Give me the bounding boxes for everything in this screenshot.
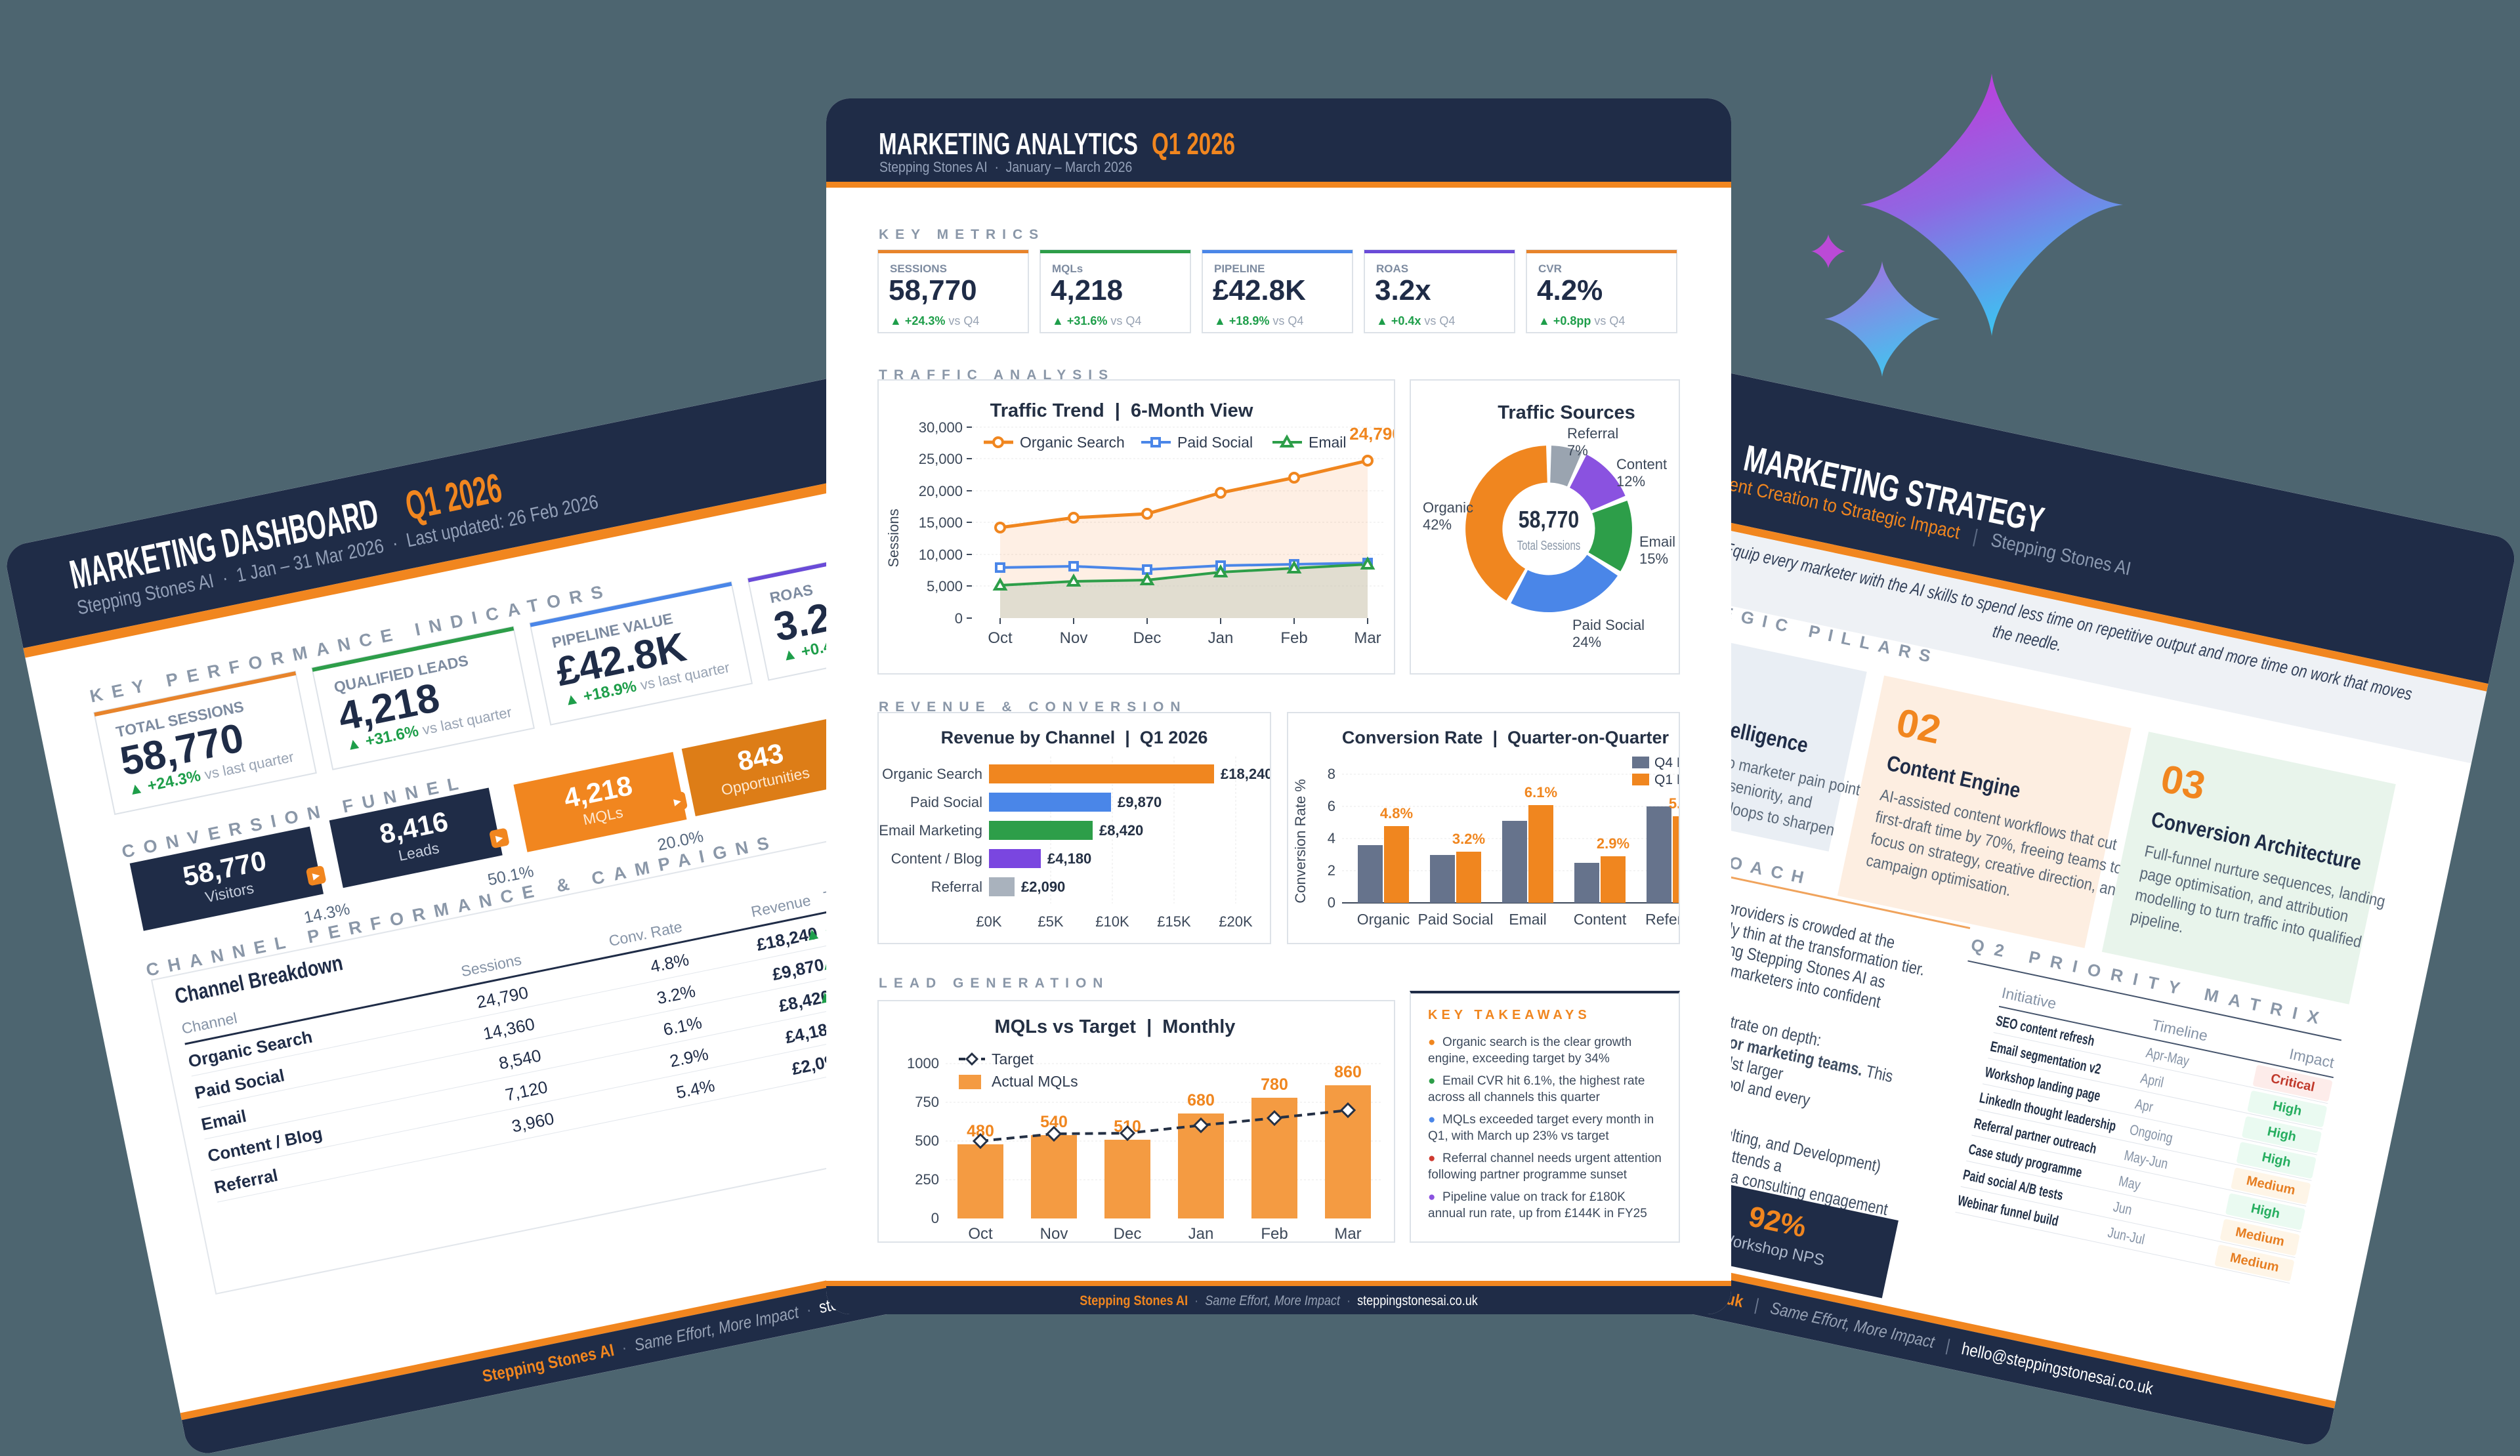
svg-text:500: 500 [915,1133,939,1149]
svg-text:Paid Social: Paid Social [1418,911,1493,928]
svg-text:Dec: Dec [1133,629,1162,647]
svg-text:Conversion Rate | Quarter-on: Conversion Rate | Quarter-on-Quarter [1342,728,1670,747]
svg-text:10,000: 10,000 [919,547,963,563]
svg-text:6: 6 [1328,798,1335,814]
svg-text:Oct: Oct [968,1225,993,1241]
svg-text:7%: 7% [1567,442,1588,459]
svg-text:20,000: 20,000 [919,483,963,499]
svg-text:£15K: £15K [1157,913,1191,930]
svg-text:Mar: Mar [1334,1225,1361,1241]
svg-text:8: 8 [1328,766,1335,782]
svg-text:£4,180: £4,180 [1047,850,1091,867]
svg-text:Conversion Rate %: Conversion Rate % [1292,779,1309,904]
svg-text:0: 0 [955,610,963,627]
svg-text:15,000: 15,000 [919,514,963,531]
svg-text:5.4%: 5.4% [1669,795,1680,812]
svg-text:Revenue by Channel | Q1 2026: Revenue by Channel | Q1 2026 [941,728,1208,747]
svg-text:Email: Email [1509,911,1547,928]
svg-text:Actual MQLs: Actual MQLs [992,1073,1078,1090]
svg-text:1000: 1000 [907,1055,939,1071]
svg-text:£9,870: £9,870 [1118,794,1162,810]
svg-text:3.2%: 3.2% [1452,831,1485,847]
svg-text:£10K: £10K [1095,913,1129,930]
svg-text:£8,420: £8,420 [1099,822,1143,839]
svg-text:Nov: Nov [1060,629,1088,647]
svg-text:Q1 FY26: Q1 FY26 [1654,772,1680,787]
svg-text:£5K: £5K [1038,913,1063,930]
svg-text:Feb: Feb [1261,1225,1288,1241]
svg-text:Sessions: Sessions [885,509,902,567]
svg-text:2: 2 [1328,862,1335,879]
svg-text:Referral: Referral [1645,911,1680,928]
svg-text:MQLs vs Target | Monthly: MQLs vs Target | Monthly [995,1016,1236,1037]
svg-text:Organic: Organic [1423,499,1473,516]
svg-text:2.9%: 2.9% [1597,835,1629,852]
svg-text:Q4 FY25: Q4 FY25 [1654,755,1680,770]
svg-text:42%: 42% [1423,516,1452,533]
svg-text:Total Sessions: Total Sessions [1517,538,1581,553]
svg-text:Jan: Jan [1188,1225,1214,1241]
svg-text:Referral: Referral [1567,425,1618,442]
svg-text:Paid Social: Paid Social [1177,434,1253,451]
svg-text:Email: Email [1309,434,1347,451]
svg-text:Paid Social: Paid Social [1572,617,1645,633]
svg-text:Mar: Mar [1354,629,1381,647]
svg-text:Organic: Organic [1357,911,1410,928]
svg-text:Content: Content [1616,456,1667,472]
svg-text:Email Marketing: Email Marketing [879,822,982,839]
svg-text:750: 750 [915,1094,939,1110]
svg-text:30,000: 30,000 [919,419,963,436]
svg-text:Organic Search: Organic Search [1020,434,1125,451]
svg-text:250: 250 [915,1171,939,1188]
svg-text:Target: Target [992,1050,1034,1068]
svg-text:4.8%: 4.8% [1380,805,1413,822]
svg-text:4: 4 [1328,830,1335,846]
svg-text:Feb: Feb [1280,629,1307,647]
svg-text:Content: Content [1574,911,1627,928]
svg-text:Dec: Dec [1114,1225,1142,1241]
svg-text:0: 0 [931,1210,939,1226]
svg-text:24%: 24% [1572,634,1601,650]
svg-text:24,790: 24,790 [1349,424,1395,444]
svg-text:12%: 12% [1616,473,1645,489]
svg-text:0: 0 [1328,894,1335,911]
svg-text:Oct: Oct [988,629,1013,647]
svg-text:780: 780 [1261,1075,1288,1094]
svg-text:Referral: Referral [931,879,982,895]
svg-text:15%: 15% [1639,551,1668,567]
svg-text:5,000: 5,000 [927,578,963,594]
svg-text:Traffic Trend | 6-Month View: Traffic Trend | 6-Month View [990,400,1253,421]
svg-text:Traffic Sources: Traffic Sources [1498,402,1635,423]
svg-text:Organic Search: Organic Search [882,766,982,782]
svg-text:Email: Email [1639,533,1675,550]
svg-text:£0K: £0K [976,913,1001,930]
svg-text:860: 860 [1334,1063,1362,1081]
svg-text:£18,240: £18,240 [1221,766,1270,782]
svg-text:£2,090: £2,090 [1021,879,1065,895]
svg-text:680: 680 [1187,1091,1215,1110]
svg-text:£20K: £20K [1219,913,1253,930]
svg-text:58,770: 58,770 [1519,507,1579,533]
svg-text:25,000: 25,000 [919,451,963,467]
svg-text:Jan: Jan [1208,629,1234,647]
svg-text:Content / Blog: Content / Blog [891,850,982,867]
svg-text:6.1%: 6.1% [1524,784,1557,801]
svg-text:Nov: Nov [1040,1225,1068,1241]
svg-text:Paid Social: Paid Social [910,794,982,810]
